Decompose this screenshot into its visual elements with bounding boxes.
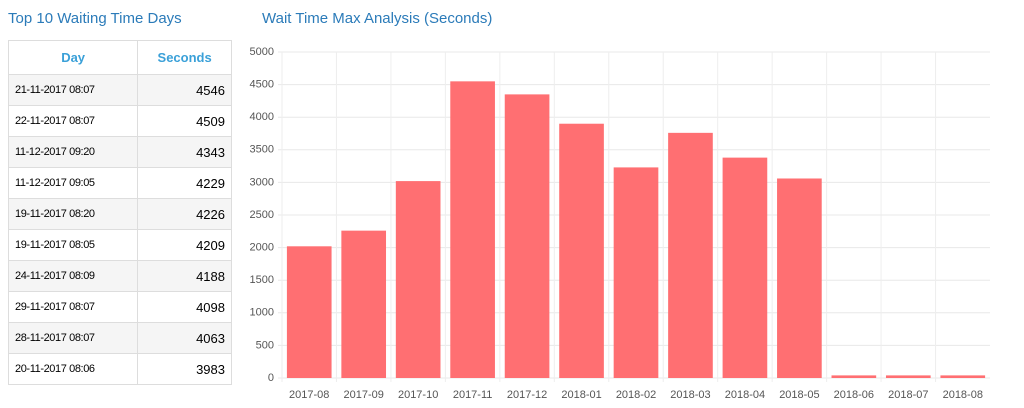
x-tick-label: 2018-04 [725,389,765,401]
bar [668,132,713,378]
bar [395,181,441,378]
seconds-cell: 4509 [137,105,232,137]
y-tick-label: 3500 [250,144,274,156]
day-cell: 24-11-2017 08:09 [7,260,139,292]
y-tick-label: 500 [256,339,274,351]
chart-title: Wait Time Max Analysis (Seconds) [262,10,493,27]
bar [613,167,659,378]
bar [722,157,768,378]
y-tick-label: 1500 [250,274,274,286]
bar [831,375,877,378]
x-tick-label: 2018-06 [834,389,874,401]
x-tick-label: 2017-11 [453,389,493,401]
x-tick-label: 2018-08 [943,389,983,401]
x-tick-label: 2018-03 [670,389,710,401]
x-tick-label: 2017-12 [507,389,547,401]
y-tick-label: 2500 [250,209,274,221]
day-cell: 21-11-2017 08:07 [7,74,139,106]
bar [450,81,495,378]
x-tick-label: 2018-01 [561,389,601,401]
day-cell: 20-11-2017 08:06 [7,353,139,385]
day-cell: 29-11-2017 08:07 [7,291,139,323]
x-tick-label: 2018-05 [779,389,819,401]
table-row: 29-11-2017 08:07 4098 [7,291,232,323]
seconds-cell: 4343 [137,136,232,168]
bar [504,94,550,378]
seconds-cell: 4063 [137,322,232,354]
table-row: 19-11-2017 08:20 4226 [7,198,232,230]
table-title: Top 10 Waiting Time Days [8,10,182,27]
table: Day Seconds 21-11-2017 08:07 4546 22-11-20… [7,40,232,385]
x-tick-label: 2018-02 [616,389,656,401]
seconds-cell: 4188 [137,260,232,292]
day-cell: 19-11-2017 08:05 [7,229,139,261]
seconds-cell: 4546 [137,74,232,106]
day-cell: 28-11-2017 08:07 [7,322,139,354]
y-tick-label: 0 [268,372,274,384]
x-tick-label: 2017-08 [289,389,329,401]
table-row: 24-11-2017 08:09 4188 [7,260,232,292]
table-row: 19-11-2017 08:05 4209 [7,229,232,261]
seconds-cell: 4226 [137,198,232,230]
day-cell: 11-12-2017 09:20 [7,136,139,168]
day-cell: 19-11-2017 08:20 [7,198,139,230]
day-cell: 22-11-2017 08:07 [7,105,139,137]
table-row: 28-11-2017 08:07 4063 [7,322,232,354]
bar [777,178,822,378]
table-row: 20-11-2017 08:06 3983 [7,353,232,385]
bar [885,375,931,378]
y-tick-label: 3000 [250,176,274,188]
seconds-cell: 4098 [137,291,232,323]
y-tick-label: 5000 [250,46,274,58]
bar [341,230,387,378]
table-row: 22-11-2017 08:07 4509 [7,105,232,137]
bar [559,123,604,378]
seconds-cell: 3983 [137,353,232,385]
x-tick-label: 2018-07 [888,389,928,401]
y-tick-label: 2000 [250,242,274,254]
y-tick-label: 4000 [250,111,274,123]
table-row: 21-11-2017 08:07 4546 [7,74,232,106]
table-row: 11-12-2017 09:20 4343 [7,136,232,168]
bar [940,375,986,378]
x-tick-label: 2017-10 [398,389,438,401]
seconds-cell: 4209 [137,229,232,261]
y-tick-label: 4500 [250,79,274,91]
x-tick-label: 2017-09 [344,389,384,401]
y-tick-label: 1000 [250,307,274,319]
bar [286,246,332,378]
